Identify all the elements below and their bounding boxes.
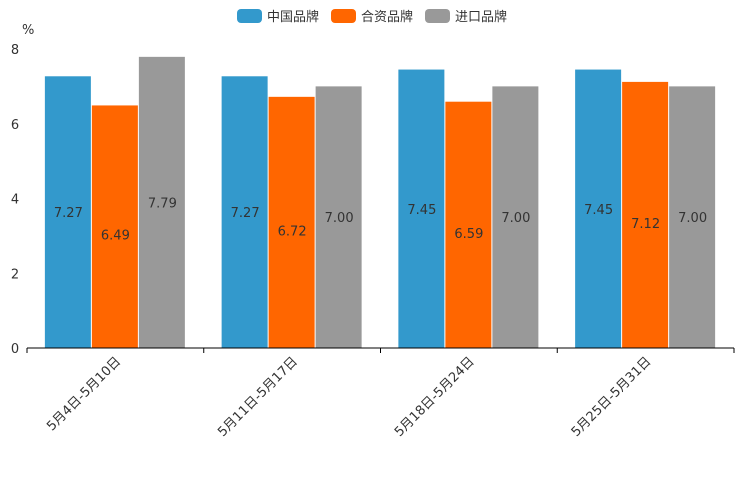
bar-value-label: 7.12 [631,217,660,232]
x-tick-label: 5月11日-5月17日 [215,354,301,440]
bar-value-label: 6.49 [101,229,130,244]
legend-item-imported-brand[interactable]: 进口品牌 [425,6,507,25]
y-axis-unit-label: % [22,23,34,38]
legend: 中国品牌 合资品牌 进口品牌 [0,6,744,25]
bar [91,105,138,348]
y-tick-label: 0 [11,342,19,357]
bar [492,86,539,348]
bar-value-label: 7.79 [148,196,177,211]
legend-label-china-brand: 中国品牌 [266,10,319,25]
y-tick-label: 4 [11,193,19,208]
bars-group: 7.27 6.49 7.79 7.27 6.72 7.00 7.45 6.59 7.00 7.45… [44,56,716,349]
bar-value-label: 6.72 [278,224,307,239]
legend-label-joint-venture-brand: 合资品牌 [360,10,413,25]
bar-value-label: 7.27 [54,206,83,221]
legend-label-imported-brand: 进口品牌 [455,10,508,25]
y-tick-label: 8 [11,43,19,58]
x-tick-label: 5月4日-5月10日 [44,354,124,434]
legend-swatch-china-brand [236,8,262,23]
y-axis: 0 2 4 6 8 [11,43,19,357]
bar-value-label: 6.59 [454,227,483,242]
bar-value-label: 7.00 [501,211,530,226]
bar [669,86,716,348]
bar-value-label: 7.00 [678,211,707,226]
bar [398,69,445,349]
legend-swatch-joint-venture-brand [330,8,356,23]
bar [575,69,622,349]
bar [268,96,315,348]
bar [221,76,268,348]
bar-value-label: 7.00 [325,211,354,226]
legend-item-china-brand[interactable]: 中国品牌 [236,6,319,25]
bar [445,101,492,348]
bar [315,86,362,348]
bar [622,81,669,348]
legend-item-joint-venture-brand[interactable]: 合资品牌 [330,6,413,25]
x-tick-label: 5月25日-5月31日 [569,354,655,440]
bar [44,76,91,348]
x-axis: 5月4日-5月10日 5月11日-5月17日 5月18日-5月24日 5月25日-5月… [26,347,735,440]
x-tick-label: 5月18日-5月24日 [392,354,478,440]
bar [138,56,185,348]
y-tick-label: 2 [11,267,19,282]
bar-value-label: 7.27 [231,206,260,221]
bar-value-label: 7.45 [407,203,436,218]
legend-swatch-imported-brand [425,8,450,23]
y-tick-label: 6 [11,118,19,133]
bar-value-label: 7.45 [584,203,613,218]
